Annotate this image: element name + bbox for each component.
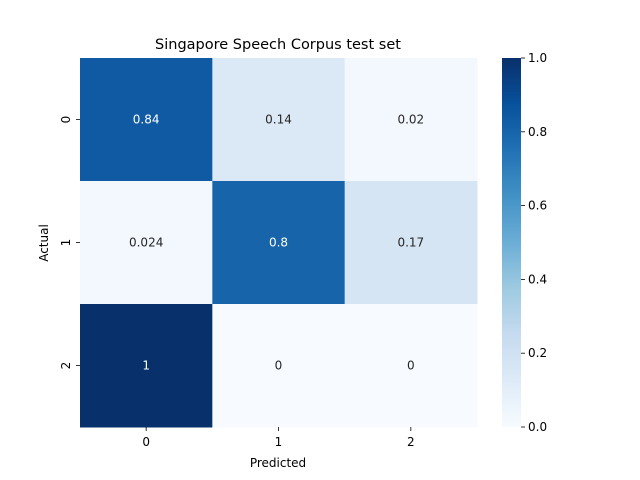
cell-value-label: 0.17 (397, 236, 424, 250)
colorbar-tick-label: 0.8 (528, 125, 547, 139)
cell-value-label: 0.84 (133, 113, 160, 127)
chart-title: Singapore Speech Corpus test set (155, 37, 401, 53)
y-tick-label: 1 (59, 239, 73, 247)
colorbar (502, 58, 521, 427)
colorbar-ticks: 0.0 0.2 0.4 0.6 0.8 1.0 (521, 51, 547, 434)
x-tick-label: 1 (275, 435, 283, 449)
y-axis-label: Actual (37, 224, 51, 262)
heatmap-cell (344, 304, 478, 428)
cell-value-label: 0.024 (129, 236, 163, 250)
colorbar-tick-label: 1.0 (528, 51, 547, 65)
y-tick-label: 0 (59, 116, 73, 124)
cell-value-label: 0.8 (269, 236, 288, 250)
y-axis-ticks: 0 1 2 (59, 116, 80, 370)
cell-value-label: 0 (407, 359, 415, 373)
heatmap-cell (212, 181, 346, 305)
heatmap-cell (80, 304, 213, 428)
cell-value-label: 1 (142, 359, 150, 373)
cell-value-label: 0 (275, 359, 283, 373)
cell-value-label: 0.02 (397, 113, 424, 127)
heatmap-cell (80, 181, 213, 305)
colorbar-tick-label: 0.4 (528, 272, 547, 286)
x-tick-label: 2 (407, 435, 415, 449)
colorbar-tick-label: 0.0 (528, 420, 547, 434)
x-tick-label: 0 (142, 435, 150, 449)
heatmap-cell-labels: 0.84 0.14 0.02 0.024 0.8 0.17 1 0 0 (129, 113, 424, 373)
colorbar-tick-label: 0.6 (528, 199, 547, 213)
x-axis-ticks: 0 1 2 (142, 427, 415, 449)
heatmap-cells (80, 58, 478, 428)
colorbar-tick-label: 0.2 (528, 346, 547, 360)
cell-value-label: 0.14 (265, 113, 292, 127)
heatmap-cell (80, 58, 213, 182)
heatmap-cell (212, 304, 346, 428)
heatmap-cell (212, 58, 346, 182)
x-axis-label: Predicted (250, 456, 306, 470)
heatmap-cell (344, 58, 478, 182)
heatmap-cell (344, 181, 478, 305)
y-tick-label: 2 (59, 362, 73, 370)
